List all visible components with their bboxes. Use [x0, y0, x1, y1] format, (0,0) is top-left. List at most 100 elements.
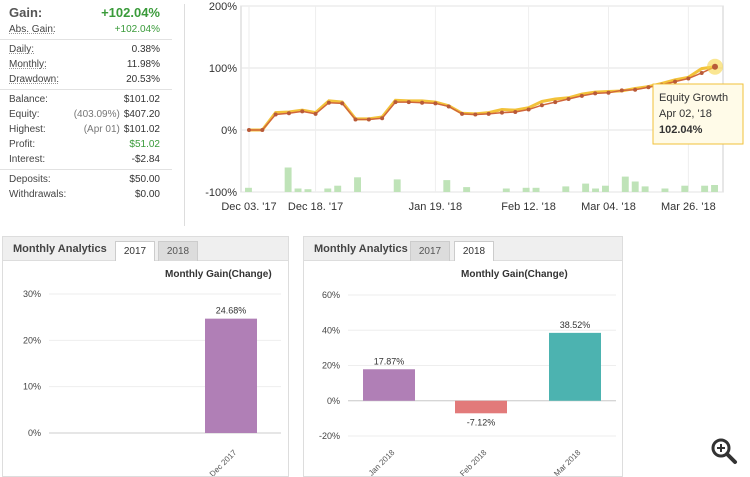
tab-2017[interactable]: 2017	[115, 241, 155, 261]
data-point	[539, 103, 544, 108]
volume-bar	[522, 187, 530, 192]
monthly-value: 11.98%	[126, 59, 160, 70]
y-tick-label: 0%	[221, 125, 237, 137]
x-tick-label: Mar 26. '18	[661, 201, 716, 213]
balance-value: $101.02	[123, 94, 160, 105]
data-point	[313, 111, 318, 116]
series-lines	[247, 58, 723, 132]
column-divider	[184, 4, 185, 226]
x-tick-label: Dec 2017	[208, 448, 239, 476]
data-point	[340, 101, 345, 106]
y-tick-label: 60%	[322, 290, 340, 300]
monthly-label[interactable]: Monthly:	[9, 59, 47, 70]
daily-label[interactable]: Daily:	[9, 44, 35, 55]
volume-bars	[245, 167, 718, 192]
volume-bar	[284, 167, 292, 192]
bar-dec-2017	[205, 318, 257, 433]
balance-row: Balance: $101.02	[0, 92, 172, 107]
x-tick-label: Jan 2018	[367, 448, 397, 476]
highest-value: $101.02	[123, 124, 160, 135]
profit-label: Profit:	[9, 139, 36, 150]
monthly-gain-2018-chart: 60% 40% 20% 0% -20% 17.87% Jan 2018 -7.12% Feb 2…	[319, 290, 616, 476]
monthly-row: Monthly: 11.98%	[0, 57, 172, 72]
gain-value: +102.04%	[101, 5, 160, 20]
volume-bar	[562, 186, 570, 192]
deposits-label: Deposits:	[9, 174, 51, 185]
gain-label: Gain:	[9, 5, 43, 20]
drawdown-row: Drawdown: 20.53%	[0, 72, 172, 87]
gain-row: Gain: +102.04%	[0, 0, 172, 22]
data-point	[633, 87, 638, 92]
x-tick-label: Jan 19. '18	[409, 201, 462, 213]
volume-bar	[304, 189, 312, 192]
data-point	[247, 128, 251, 132]
abs-gain-label[interactable]: Abs. Gain:	[9, 24, 56, 35]
monthly-gain-title: Monthly Gain(Change)	[461, 269, 568, 280]
series-line-equity	[249, 65, 716, 132]
data-point	[273, 112, 278, 117]
data-point	[260, 128, 265, 132]
y-tick-label: 200%	[209, 1, 237, 13]
volume-bar	[532, 187, 540, 192]
interest-row: Interest: -$2.84	[0, 152, 172, 167]
data-point	[553, 100, 558, 105]
volume-bar	[592, 188, 599, 192]
bar-value-label: 24.68%	[216, 306, 247, 316]
highest-label: Highest:	[9, 124, 46, 135]
data-point	[579, 93, 584, 98]
y-tick-label: 40%	[322, 325, 340, 335]
tab-2018[interactable]: 2018	[158, 241, 198, 261]
equity-label: Equity:	[9, 109, 40, 120]
data-point	[646, 85, 651, 90]
y-tick-label: -100%	[205, 187, 237, 199]
volume-bar	[245, 187, 252, 192]
monthly-gain-title: Monthly Gain(Change)	[165, 269, 272, 280]
panel-header: Monthly Analytics 2017 2018	[304, 237, 622, 261]
divider	[0, 39, 172, 40]
data-point	[446, 104, 451, 109]
monthly-gain-2017-chart: 30% 20% 10% 0% 24.68% Dec 2017	[23, 289, 281, 476]
profit-value: $51.02	[129, 139, 160, 150]
tab-2017[interactable]: 2017	[410, 241, 450, 261]
data-point	[473, 112, 478, 117]
balance-label: Balance:	[9, 94, 48, 105]
withdrawals-row: Withdrawals: $0.00	[0, 187, 172, 202]
zoom-icon[interactable]	[710, 437, 738, 465]
data-point	[566, 97, 571, 101]
data-point	[406, 100, 411, 105]
data-point	[380, 116, 385, 121]
x-tick-label: Mar 04. '18	[581, 201, 636, 213]
x-tick-label: Feb 2018	[458, 448, 489, 476]
highest-value-wrap: (Apr 01) $101.02	[84, 122, 160, 137]
equity-growth-chart[interactable]: 200% 100% 0% -100% Dec 03. '17 Dec 18. '17 Ja…	[185, 0, 750, 228]
y-tick-label: 0%	[327, 396, 340, 406]
data-point	[353, 117, 358, 122]
chart-grid	[240, 5, 724, 193]
interest-value: -$2.84	[131, 154, 160, 165]
data-point	[593, 91, 598, 96]
chart-tooltip: Equity Growth Apr 02, '18 102.04%	[652, 83, 744, 145]
data-point	[420, 100, 425, 105]
volume-bar	[443, 180, 451, 192]
volume-bar	[294, 188, 302, 192]
tooltip-date: Apr 02, '18	[659, 108, 712, 120]
y-tick-label: 0%	[28, 428, 41, 438]
tooltip-title: Equity Growth	[659, 92, 728, 104]
data-point	[606, 90, 611, 95]
data-point	[499, 110, 504, 115]
drawdown-label[interactable]: Drawdown:	[9, 74, 60, 85]
volume-bar	[631, 181, 639, 192]
data-point	[699, 70, 704, 75]
divider	[0, 169, 172, 170]
volume-bar	[602, 185, 609, 192]
volume-bar	[354, 177, 361, 192]
volume-bar	[711, 185, 718, 192]
monthly-analytics-2018-panel: Monthly Analytics 2017 2018 Monthly Gain…	[303, 236, 623, 477]
monthly-analytics-2017-panel: Monthly Analytics 2017 2018 Monthly Gain…	[2, 236, 289, 477]
x-tick-label: Mar 2018	[552, 448, 583, 476]
deposits-row: Deposits: $50.00	[0, 172, 172, 187]
highest-row: Highest: (Apr 01) $101.02	[0, 122, 172, 137]
volume-bar	[334, 185, 342, 192]
tab-2018[interactable]: 2018	[454, 241, 494, 261]
data-point	[686, 76, 691, 81]
